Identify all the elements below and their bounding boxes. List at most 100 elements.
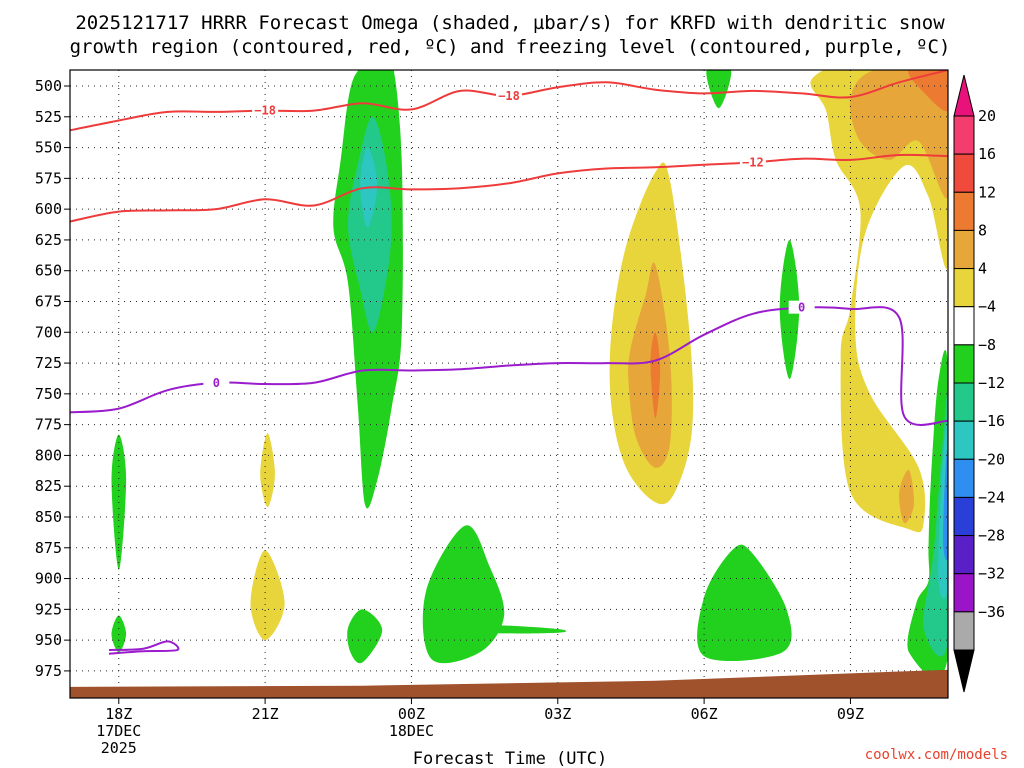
colorbar-bottom-arrow (953, 649, 975, 693)
y-tick-label-900: 900 (35, 570, 62, 588)
colorbar-swatch-8 (953, 420, 975, 460)
colorbar-swatch-2 (953, 191, 975, 231)
dendritic-growth-minus-18-label-1: −18 (498, 89, 520, 103)
colorbar-label-10: −24 (978, 488, 1005, 506)
downward-motion-2100Z-b (250, 550, 285, 641)
y-tick-label-925: 925 (35, 600, 62, 618)
y-tick-label-700: 700 (35, 323, 62, 341)
dendritic-growth-minus-18-label-bg-0 (252, 103, 279, 117)
colorbar-swatch-0 (953, 115, 975, 155)
downward-motion-2100Z-a (260, 433, 275, 508)
x-tick-year-18Z: 2025 (101, 739, 137, 757)
colorbar-label-7: −12 (978, 374, 1005, 392)
y-tick-label-750: 750 (35, 385, 62, 403)
terrain-layer (70, 669, 948, 698)
x-axis-label: Forecast Time (UTC) (413, 749, 607, 768)
dendritic-growth-minus-12 (70, 153, 948, 223)
x-tick-label-09Z: 09Z (837, 705, 864, 723)
freezing-level-0C-label-1: 0 (798, 301, 805, 315)
upward-motion-low-east-max (943, 449, 948, 561)
y-tick-label-800: 800 (35, 446, 62, 464)
y-tick-label-575: 575 (35, 169, 62, 187)
colorbar-swatch-12 (953, 573, 975, 613)
upward-motion-low-0630Z (697, 544, 792, 662)
dendritic-growth-minus-18-label-bg-1 (496, 88, 522, 102)
freezing-level-0C-label-bg-1 (788, 300, 815, 314)
x-tick-label-00Z: 00Z (398, 705, 425, 723)
x-tick-label-03Z: 03Z (544, 705, 571, 723)
downward-motion-east (810, 70, 948, 533)
contour-lines: −18 −18 −12 0 0 (70, 70, 948, 655)
colorbar-label-8: −16 (978, 412, 1005, 430)
downward-motion-core-0500Z (628, 262, 672, 468)
upward-motion-low-1800Z-b (111, 615, 127, 653)
colorbar-label-6: −8 (978, 336, 996, 354)
downward-motion-east-low (899, 470, 915, 524)
y-tick-label-875: 875 (35, 539, 62, 557)
y-tick-label-650: 650 (35, 262, 62, 280)
y-tick-label-850: 850 (35, 508, 62, 526)
y-tick-label-675: 675 (35, 292, 62, 310)
y-tick-label-950: 950 (35, 631, 62, 649)
colorbar-swatch-5 (953, 306, 975, 346)
y-tick-label-525: 525 (35, 108, 62, 126)
plot-area: −18 −18 −12 0 0 (70, 70, 948, 698)
grid-lines (70, 70, 948, 698)
upward-motion-tail-0200Z (480, 625, 567, 634)
dendritic-growth-minus-12-label-0: −12 (742, 155, 764, 169)
freezing-level-0C-label-bg-0 (203, 375, 230, 389)
colorbar-swatch-6 (953, 344, 975, 384)
colorbar-label-12: −32 (978, 565, 1005, 583)
colorbar-label-13: −36 (978, 603, 1005, 621)
y-tick-label-600: 600 (35, 200, 62, 218)
x-tick-label-18Z: 18Z (105, 705, 132, 723)
y-tick-label-775: 775 (35, 416, 62, 434)
y-tick-label-825: 825 (35, 477, 62, 495)
upward-motion-core-0030Z (348, 116, 392, 333)
y-tick-label-725: 725 (35, 354, 62, 372)
freezing-level-low-loop (108, 640, 180, 655)
colorbar-label-11: −28 (978, 527, 1005, 545)
x-tick-label-06Z: 06Z (691, 705, 718, 723)
downward-motion-peak-0500Z (650, 332, 661, 419)
colorbar-label-1: 16 (978, 145, 996, 163)
freezing-level-0C-label-0: 0 (213, 376, 220, 390)
upward-motion-low-0100Z (422, 525, 505, 664)
colorbar-swatch-7 (953, 382, 975, 422)
terrain-fill (70, 669, 948, 698)
colorbar-label-5: −4 (978, 298, 996, 316)
y-tick-label-975: 975 (35, 662, 62, 680)
y-tick-label-550: 550 (35, 139, 62, 157)
credit-text: coolwx.com/models (865, 747, 1008, 763)
colorbar: 20 16 12 8 4 −4 −8 −12 −16 −20 −24 −28 −32 −36 (953, 74, 1005, 693)
y-tick-label-625: 625 (35, 231, 62, 249)
downward-motion-east-core (849, 70, 948, 199)
upward-motion-low-2330Z (347, 609, 383, 664)
colorbar-swatch-4 (953, 268, 975, 308)
colorbar-swatch-11 (953, 535, 975, 575)
upward-motion-top-0630Z (706, 70, 732, 109)
dendritic-growth-minus-12-label-bg-0 (739, 155, 766, 169)
colorbar-label-4: 4 (978, 260, 987, 278)
plot-frame (69, 69, 949, 699)
chart-title-line2: growth region (contoured, red, ºC) and f… (70, 36, 951, 58)
colorbar-swatch-3 (953, 229, 975, 270)
colorbar-label-2: 12 (978, 183, 996, 201)
x-tick-date-00Z: 18DEC (389, 722, 434, 740)
y-tick-label-500: 500 (35, 77, 62, 95)
colorbar-label-0: 20 (978, 107, 996, 125)
dendritic-growth-minus-18-label-0: −18 (254, 104, 276, 118)
x-tick-label-21Z: 21Z (252, 705, 279, 723)
downward-motion-east-peak (908, 70, 948, 112)
colorbar-swatch-13 (953, 611, 975, 651)
y-axis-pressure: 500 525 550 575 600 625 650 675 700 725 750 775 800 8… (35, 77, 70, 680)
omega-shaded-regions (111, 70, 948, 678)
colorbar-label-3: 8 (978, 221, 987, 239)
colorbar-swatch-9 (953, 458, 975, 498)
colorbar-top-arrow (953, 74, 975, 117)
x-tick-date-18Z: 17DEC (96, 722, 141, 740)
colorbar-swatch-10 (953, 496, 975, 537)
colorbar-swatch-1 (953, 153, 975, 193)
